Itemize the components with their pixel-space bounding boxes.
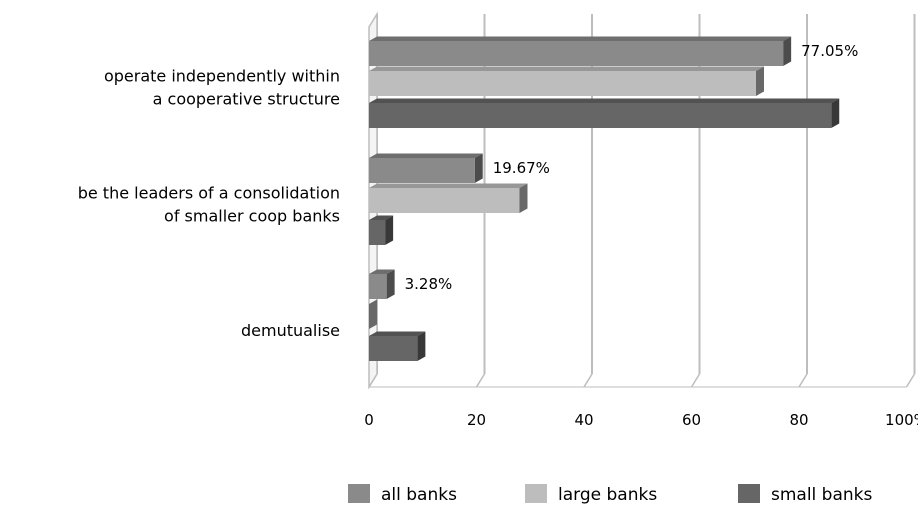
legend-swatch [348,484,370,503]
data-label-2: 3.28% [405,275,453,293]
legend-label: large banks [558,485,657,505]
bar-all-banks-2 [369,269,395,299]
bar-small-banks-1 [369,215,394,245]
category-label-0-0: operate independently within [104,67,340,86]
bars [369,36,840,361]
x-tick-label-2: 40 [574,411,593,429]
x-tick-label-5: 100% [885,411,918,429]
x-tick-label-0: 0 [364,411,374,429]
bar-large-banks-0 [369,66,764,96]
gridline-floor-2 [583,373,593,388]
legend-swatch [738,484,760,503]
category-label-1-0: be the leaders of a consolidation [78,184,340,203]
bar-large-banks-1 [369,183,528,213]
legend: all banks large banks small banks [348,484,873,505]
legend-label: all banks [381,485,457,505]
bar-all-banks-1 [369,153,483,183]
data-labels: 77.05% 19.67% 3.28% [405,42,859,293]
legend-swatch [525,484,547,503]
x-tick-label-4: 80 [789,411,808,429]
data-label-0: 77.05% [801,42,858,60]
data-label-1: 19.67% [493,159,550,177]
legend-item-large-banks: large banks [525,484,657,505]
gridline-floor-5 [905,373,916,388]
x-tick-label-3: 60 [682,411,701,429]
gridline-floor-1 [475,373,486,388]
legend-item-all-banks: all banks [348,484,457,505]
category-label-0-1: a cooperative structure [153,90,340,109]
category-labels: operate independently within a cooperativ… [78,67,340,341]
bar-small-banks-0 [369,98,840,128]
gridline-floor-3 [690,373,701,388]
x-tick-label-1: 20 [467,411,486,429]
gridline-floor-4 [798,373,808,388]
x-axis-ticks: 0 20 40 60 80 100% [364,411,918,429]
bar-large-banks-2 [369,299,377,329]
bar-all-banks-0 [369,36,792,66]
legend-label: small banks [771,485,873,505]
category-label-1-1: of smaller coop banks [164,207,340,226]
category-label-2-0: demutualise [241,321,340,340]
bar-small-banks-2 [369,331,426,361]
legend-item-small-banks: small banks [738,484,873,505]
